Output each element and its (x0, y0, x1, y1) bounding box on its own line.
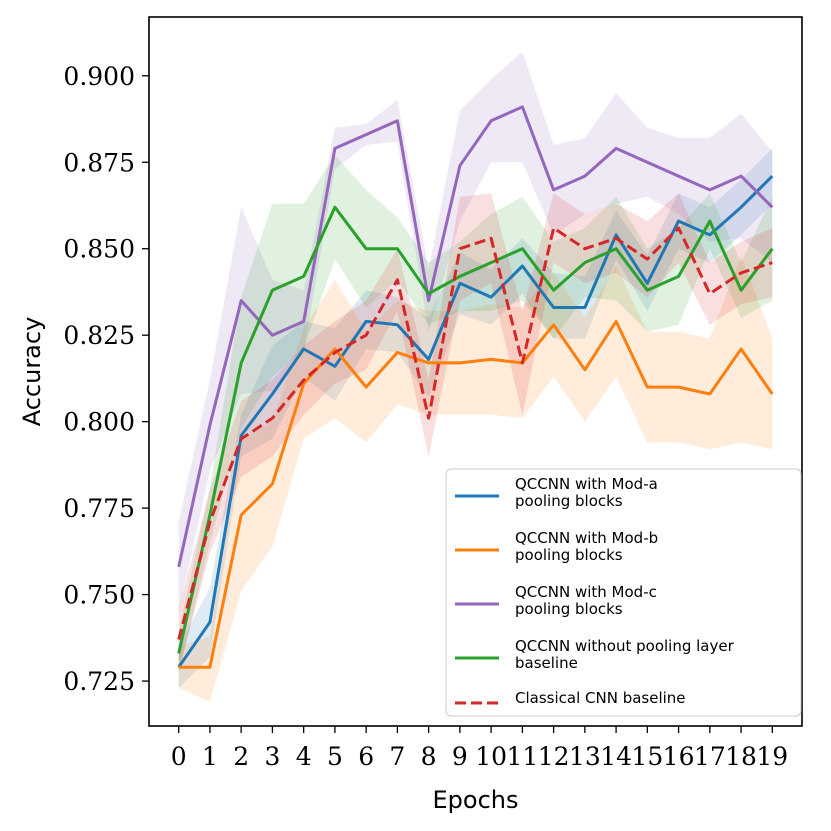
x-axis: 0 1 2 3 4 5 6 7 8 9 10 11 12 13 14 15 16 17 18 19 (171, 726, 788, 771)
x-tick-label: 1 (202, 742, 218, 771)
legend-box (445, 468, 802, 717)
series-lines (177, 105, 774, 669)
x-tick-label: 7 (389, 742, 405, 771)
series-2-band (178, 255, 773, 702)
x-tick-label: 4 (296, 742, 312, 771)
x-tick-label: 15 (631, 742, 663, 771)
legend-entry-label: QCCNN without pooling layer baseline (515, 637, 735, 672)
x-tick-label: 17 (694, 742, 726, 771)
y-axis: 0.725 0.750 0.775 0.800 0.825 0.850 0.875 0.900 (63, 62, 149, 696)
legend: QCCNN with Mod-a pooling blocks QCCNN with… (445, 468, 802, 717)
x-tick-label: 16 (663, 742, 695, 771)
y-tick-label: 0.775 (63, 494, 135, 523)
plot-frame (148, 16, 803, 727)
x-axis-label: Epochs (433, 786, 519, 814)
x-tick-label: 8 (421, 742, 437, 771)
y-tick-label: 0.725 (63, 667, 135, 696)
legend-entry-label: QCCNN with Mod-b pooling blocks (515, 529, 658, 564)
x-tick-label: 0 (171, 742, 187, 771)
x-tick-label: 6 (358, 742, 374, 771)
y-tick-label: 0.750 (63, 581, 135, 610)
series-4-line (177, 205, 774, 654)
x-tick-label: 2 (233, 742, 249, 771)
x-tick-label: 9 (452, 742, 468, 771)
y-tick-label: 0.900 (63, 62, 135, 91)
y-tick-label: 0.800 (63, 408, 135, 437)
series-2-line (178, 319, 774, 669)
series-3-line (177, 105, 774, 568)
x-tick-label: 19 (756, 742, 788, 771)
x-tick-label: 14 (600, 742, 632, 771)
x-tick-label: 5 (327, 742, 343, 771)
x-tick-label: 11 (506, 742, 538, 771)
y-tick-label: 0.825 (63, 321, 135, 350)
x-tick-label: 3 (264, 742, 280, 771)
x-tick-label: 10 (475, 742, 507, 771)
series-4-band (178, 155, 773, 675)
x-tick-label: 12 (538, 742, 570, 771)
legend-entry-label: QCCNN with Mod-a pooling blocks (515, 475, 658, 510)
y-tick-label: 0.875 (63, 148, 135, 177)
y-axis-label: Accuracy (18, 317, 46, 427)
legend-entry-label: QCCNN with Mod-c pooling blocks (515, 583, 657, 618)
series-5-line (177, 226, 773, 640)
series-1-line (177, 175, 774, 669)
y-tick-label: 0.850 (63, 235, 135, 264)
legend-entry-label: Classical CNN baseline (515, 689, 686, 707)
x-tick-label: 18 (725, 742, 757, 771)
x-tick-label: 13 (569, 742, 601, 771)
